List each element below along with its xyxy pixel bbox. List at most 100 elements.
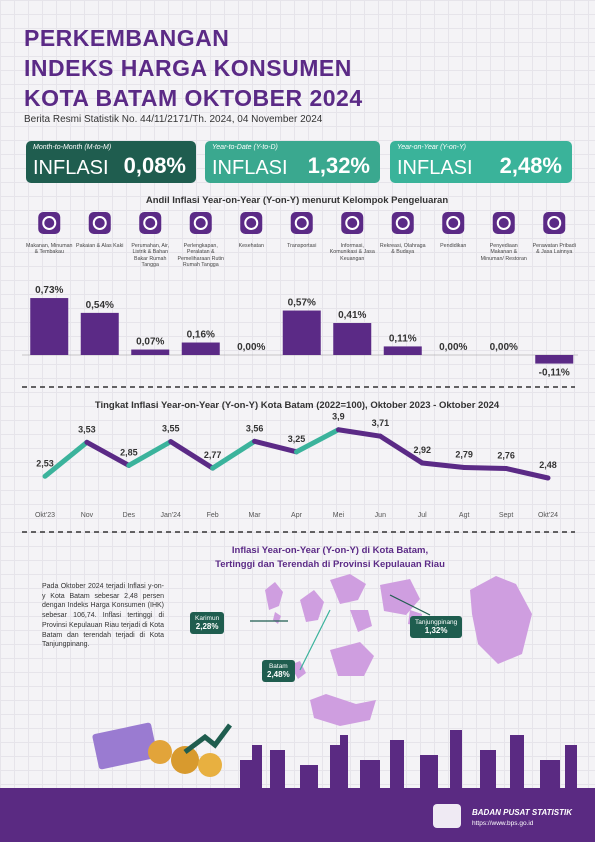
x-tick-label: Okt'23 [35,512,55,519]
line-segment [503,465,551,481]
value-label: 3,55 [162,424,180,434]
org-url: https://www.bps.go.id [472,820,534,827]
title-line: INDEKS HARGA KONSUMEN [24,55,352,81]
icon-glyph [143,216,158,230]
icon [290,212,313,234]
value-label: 3,71 [372,418,390,428]
icon [492,212,515,234]
callout-value: 1,32% [424,626,448,635]
bar [80,312,119,355]
line-segment [335,427,383,439]
card: Year-to-Date (Y-to-D) INFLASI 1,32% [205,141,380,183]
category-label: Informasi, Komunikasi & Jasa Keuangan [329,243,375,262]
card-value: 2,48% [499,153,562,178]
callout-name: Tanjungpinang [415,619,458,626]
x-tick-label: Mar [249,512,262,519]
chart-title: Tingkat Inflasi Year-on-Year (Y-on-Y) Ko… [95,400,500,411]
value-label: 2,85 [120,447,138,457]
value-label: 0,16% [187,330,215,341]
x-tick-label: Apr [291,512,303,519]
value-label: 3,56 [246,423,264,433]
value-label: 2,79 [455,449,473,459]
line-segment [210,438,258,471]
x-tick-label: Des [123,512,136,519]
callout-line [389,594,431,616]
icon [88,212,111,234]
category-label: Penyediaan Makanan & Minuman/ Restoran [480,243,527,262]
callout-name: Batam [268,663,288,670]
x-tick-label: Agt [459,512,470,519]
map [265,574,532,726]
value-label: 2,92 [413,445,431,455]
icon-glyph [446,216,461,230]
callout: Karimun 2,28% [190,612,225,634]
icon-glyph [92,216,107,230]
callout-name: Karimun [195,615,220,622]
org-name: BADAN PUSAT STATISTIK [472,808,573,817]
value-label: 0,07% [136,337,164,348]
map-title: Inflasi Year-on-Year (Y-on-Y) di Kota Ba… [232,545,428,556]
icon [341,212,364,234]
line-segment [42,439,90,479]
icon-glyph [193,216,208,230]
category-label: Pendidikan [440,243,467,249]
icon [189,212,212,234]
line-segment [84,439,132,468]
card-label: Year-on-Year (Y-on-Y) [397,144,466,151]
category-label: Kesehatan [238,243,264,249]
icon-glyph [496,216,511,230]
value-label: 0,73% [35,285,63,296]
value-label: 0,00% [439,342,467,353]
bar [282,310,321,355]
card-label: Year-to-Date (Y-to-D) [212,144,278,151]
title-line: PERKEMBANGAN [24,25,230,51]
x-tick-label: Jan'24 [161,512,182,519]
value-label: -0,11% [539,368,570,379]
category-label: Pakaian & Alas Kaki [76,243,124,249]
chart-title: Andil Inflasi Year-on-Year (Y-on-Y) menu… [146,195,448,206]
bar [131,349,170,355]
category-label: Transportasi [287,243,317,249]
callout: Tanjungpinang 1,32% [410,616,463,638]
value-label: 2,48 [539,460,557,470]
line-segment [168,439,216,471]
card-word: INFLASI [212,157,288,179]
category-label: Makanan, Minuman & Tembakau [25,243,73,256]
paragraph: Pada Oktober 2024 terjadi Inflasi y-on-y… [42,583,164,649]
icon-glyph [244,216,259,230]
category-label: Perlengkapan, Peralatan & Pemeliharaan R… [177,243,225,268]
icon-glyph [395,216,410,230]
x-tick-label: Jun [375,512,386,519]
category-label: Perumahan, Air, Listrik & Bahan Bakar Ru… [131,243,170,268]
icon [240,212,263,234]
bar [181,342,220,355]
subtitle: Berita Resmi Statistik No. 44/11/2171/Th… [24,114,323,125]
value-label: 0,54% [86,300,114,311]
line-segment [461,464,509,471]
x-tick-label: Mei [333,512,345,519]
value-label: 0,00% [490,342,518,353]
line-segment [294,427,341,455]
callout-value: 2,48% [267,670,290,679]
icon [139,212,162,234]
x-tick-label: Jul [418,512,427,519]
callout-line [299,609,331,671]
bar [333,323,372,355]
value-label: 0,11% [389,333,417,344]
category-label: Perawatan Pribadi & Jasa Lainnya [532,243,576,256]
line-segment [419,460,467,470]
x-tick-label: Sept [499,512,513,519]
value-label: 3,53 [78,424,96,434]
bar [30,298,69,355]
decoration [0,722,595,842]
line-segment [126,439,174,468]
card-value: 1,32% [307,153,370,178]
icon [442,212,465,234]
category-label: Rekreasi, Olahraga & Budaya [379,243,426,256]
icon [391,212,414,234]
icon-glyph [294,216,309,230]
card-value: 0,08% [123,153,186,178]
value-label: 2,77 [204,450,222,460]
icon-glyph [547,216,562,230]
